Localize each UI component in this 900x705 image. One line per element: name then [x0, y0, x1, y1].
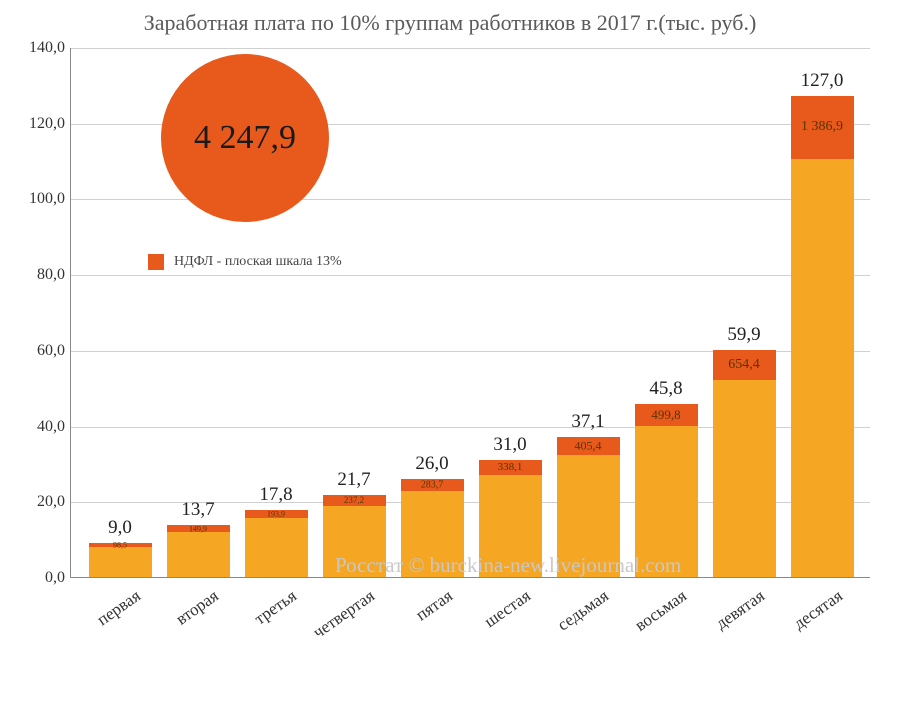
x-tick-label: третья [251, 586, 301, 629]
bar-tax-label: 237,2 [344, 495, 364, 505]
bar-segment-net [89, 547, 152, 577]
highlight-circle: 4 247,9 [161, 54, 329, 222]
bar-total-label: 26,0 [415, 453, 448, 475]
x-tick-label: восьмая [631, 586, 690, 636]
bar-total-label: 17,8 [259, 484, 292, 506]
bar-segment-net [713, 380, 776, 577]
bar: 1 386,9127,0 [791, 96, 854, 577]
bar-tax-label: 193,9 [267, 510, 285, 519]
bar-total-label: 45,8 [649, 378, 682, 400]
grid-line [71, 48, 870, 49]
bar: 98,59,0 [89, 543, 152, 577]
bar-total-label: 59,9 [727, 324, 760, 346]
bar-total-label: 9,0 [108, 517, 132, 539]
bar-tax-label: 149,9 [189, 524, 207, 533]
y-tick-label: 40,0 [10, 418, 65, 436]
watermark: Росстат © burckina-new.livejournal.com [335, 553, 681, 578]
x-tick-label: десятая [790, 586, 847, 634]
x-tick-label: седьмая [554, 586, 613, 635]
bar: 654,459,9 [713, 350, 776, 577]
bar: 193,917,8 [245, 510, 308, 577]
bar-tax-label: 405,4 [575, 438, 602, 453]
x-tick-label: четвертая [309, 586, 378, 643]
bar-total-label: 21,7 [337, 469, 370, 491]
bar-segment-net [167, 532, 230, 577]
bar-total-label: 127,0 [801, 70, 844, 92]
y-tick-label: 60,0 [10, 342, 65, 360]
bar-total-label: 13,7 [181, 499, 214, 521]
y-tick-label: 140,0 [10, 39, 65, 57]
bar-tax-label: 283,7 [421, 479, 444, 490]
x-tick-label: первая [93, 586, 144, 630]
bar-tax-label: 654,4 [728, 357, 760, 373]
highlight-label: 4 247,9 [194, 119, 296, 157]
y-tick-label: 80,0 [10, 266, 65, 284]
chart-title: Заработная плата по 10% группам работник… [0, 10, 900, 36]
bar-tax-label: 499,8 [651, 407, 680, 423]
bar: 499,845,8 [635, 404, 698, 577]
bar-segment-net [791, 159, 854, 577]
bar: 149,913,7 [167, 525, 230, 577]
y-tick-label: 120,0 [10, 115, 65, 133]
y-tick-label: 0,0 [10, 569, 65, 587]
legend-swatch [148, 254, 164, 270]
bar-tax-label: 1 386,9 [801, 119, 843, 135]
x-tick-label: шестая [481, 586, 535, 632]
bar-tax-label: 98,5 [113, 541, 127, 550]
x-tick-label: девятая [712, 586, 768, 634]
bar-total-label: 37,1 [571, 411, 604, 433]
bar-tax-label: 338,1 [498, 461, 523, 473]
legend-text: НДФЛ - плоская шкала 13% [174, 254, 342, 270]
x-tick-label: вторая [172, 586, 222, 629]
grid-line [71, 275, 870, 276]
legend: НДФЛ - плоская шкала 13% [148, 254, 342, 270]
y-tick-label: 20,0 [10, 493, 65, 511]
y-tick-label: 100,0 [10, 190, 65, 208]
bar-total-label: 31,0 [493, 434, 526, 456]
x-tick-label: пятая [412, 586, 456, 625]
bar-segment-net [245, 518, 308, 577]
